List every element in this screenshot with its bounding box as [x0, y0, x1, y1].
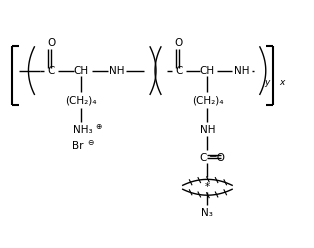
- Text: NH: NH: [109, 66, 124, 76]
- Text: *: *: [205, 182, 210, 192]
- Text: NH: NH: [234, 66, 250, 76]
- Text: NH: NH: [200, 125, 215, 135]
- Text: O: O: [47, 38, 55, 48]
- Text: O: O: [175, 38, 183, 48]
- Text: C: C: [47, 66, 55, 76]
- Text: (CH₂)₄: (CH₂)₄: [192, 95, 223, 105]
- Text: x: x: [279, 78, 284, 87]
- Text: N₃: N₃: [202, 208, 214, 218]
- Text: CH: CH: [200, 66, 215, 76]
- Text: (CH₂)₄: (CH₂)₄: [65, 95, 97, 105]
- Text: ⊕: ⊕: [95, 123, 102, 131]
- Text: CH: CH: [73, 66, 89, 76]
- Text: Br: Br: [72, 141, 84, 151]
- Text: =O: =O: [209, 153, 226, 163]
- Text: ⊖: ⊖: [88, 138, 94, 147]
- Text: NH₃: NH₃: [73, 125, 93, 135]
- Text: y: y: [264, 78, 269, 87]
- Text: C: C: [200, 153, 207, 163]
- Text: C: C: [175, 66, 182, 76]
